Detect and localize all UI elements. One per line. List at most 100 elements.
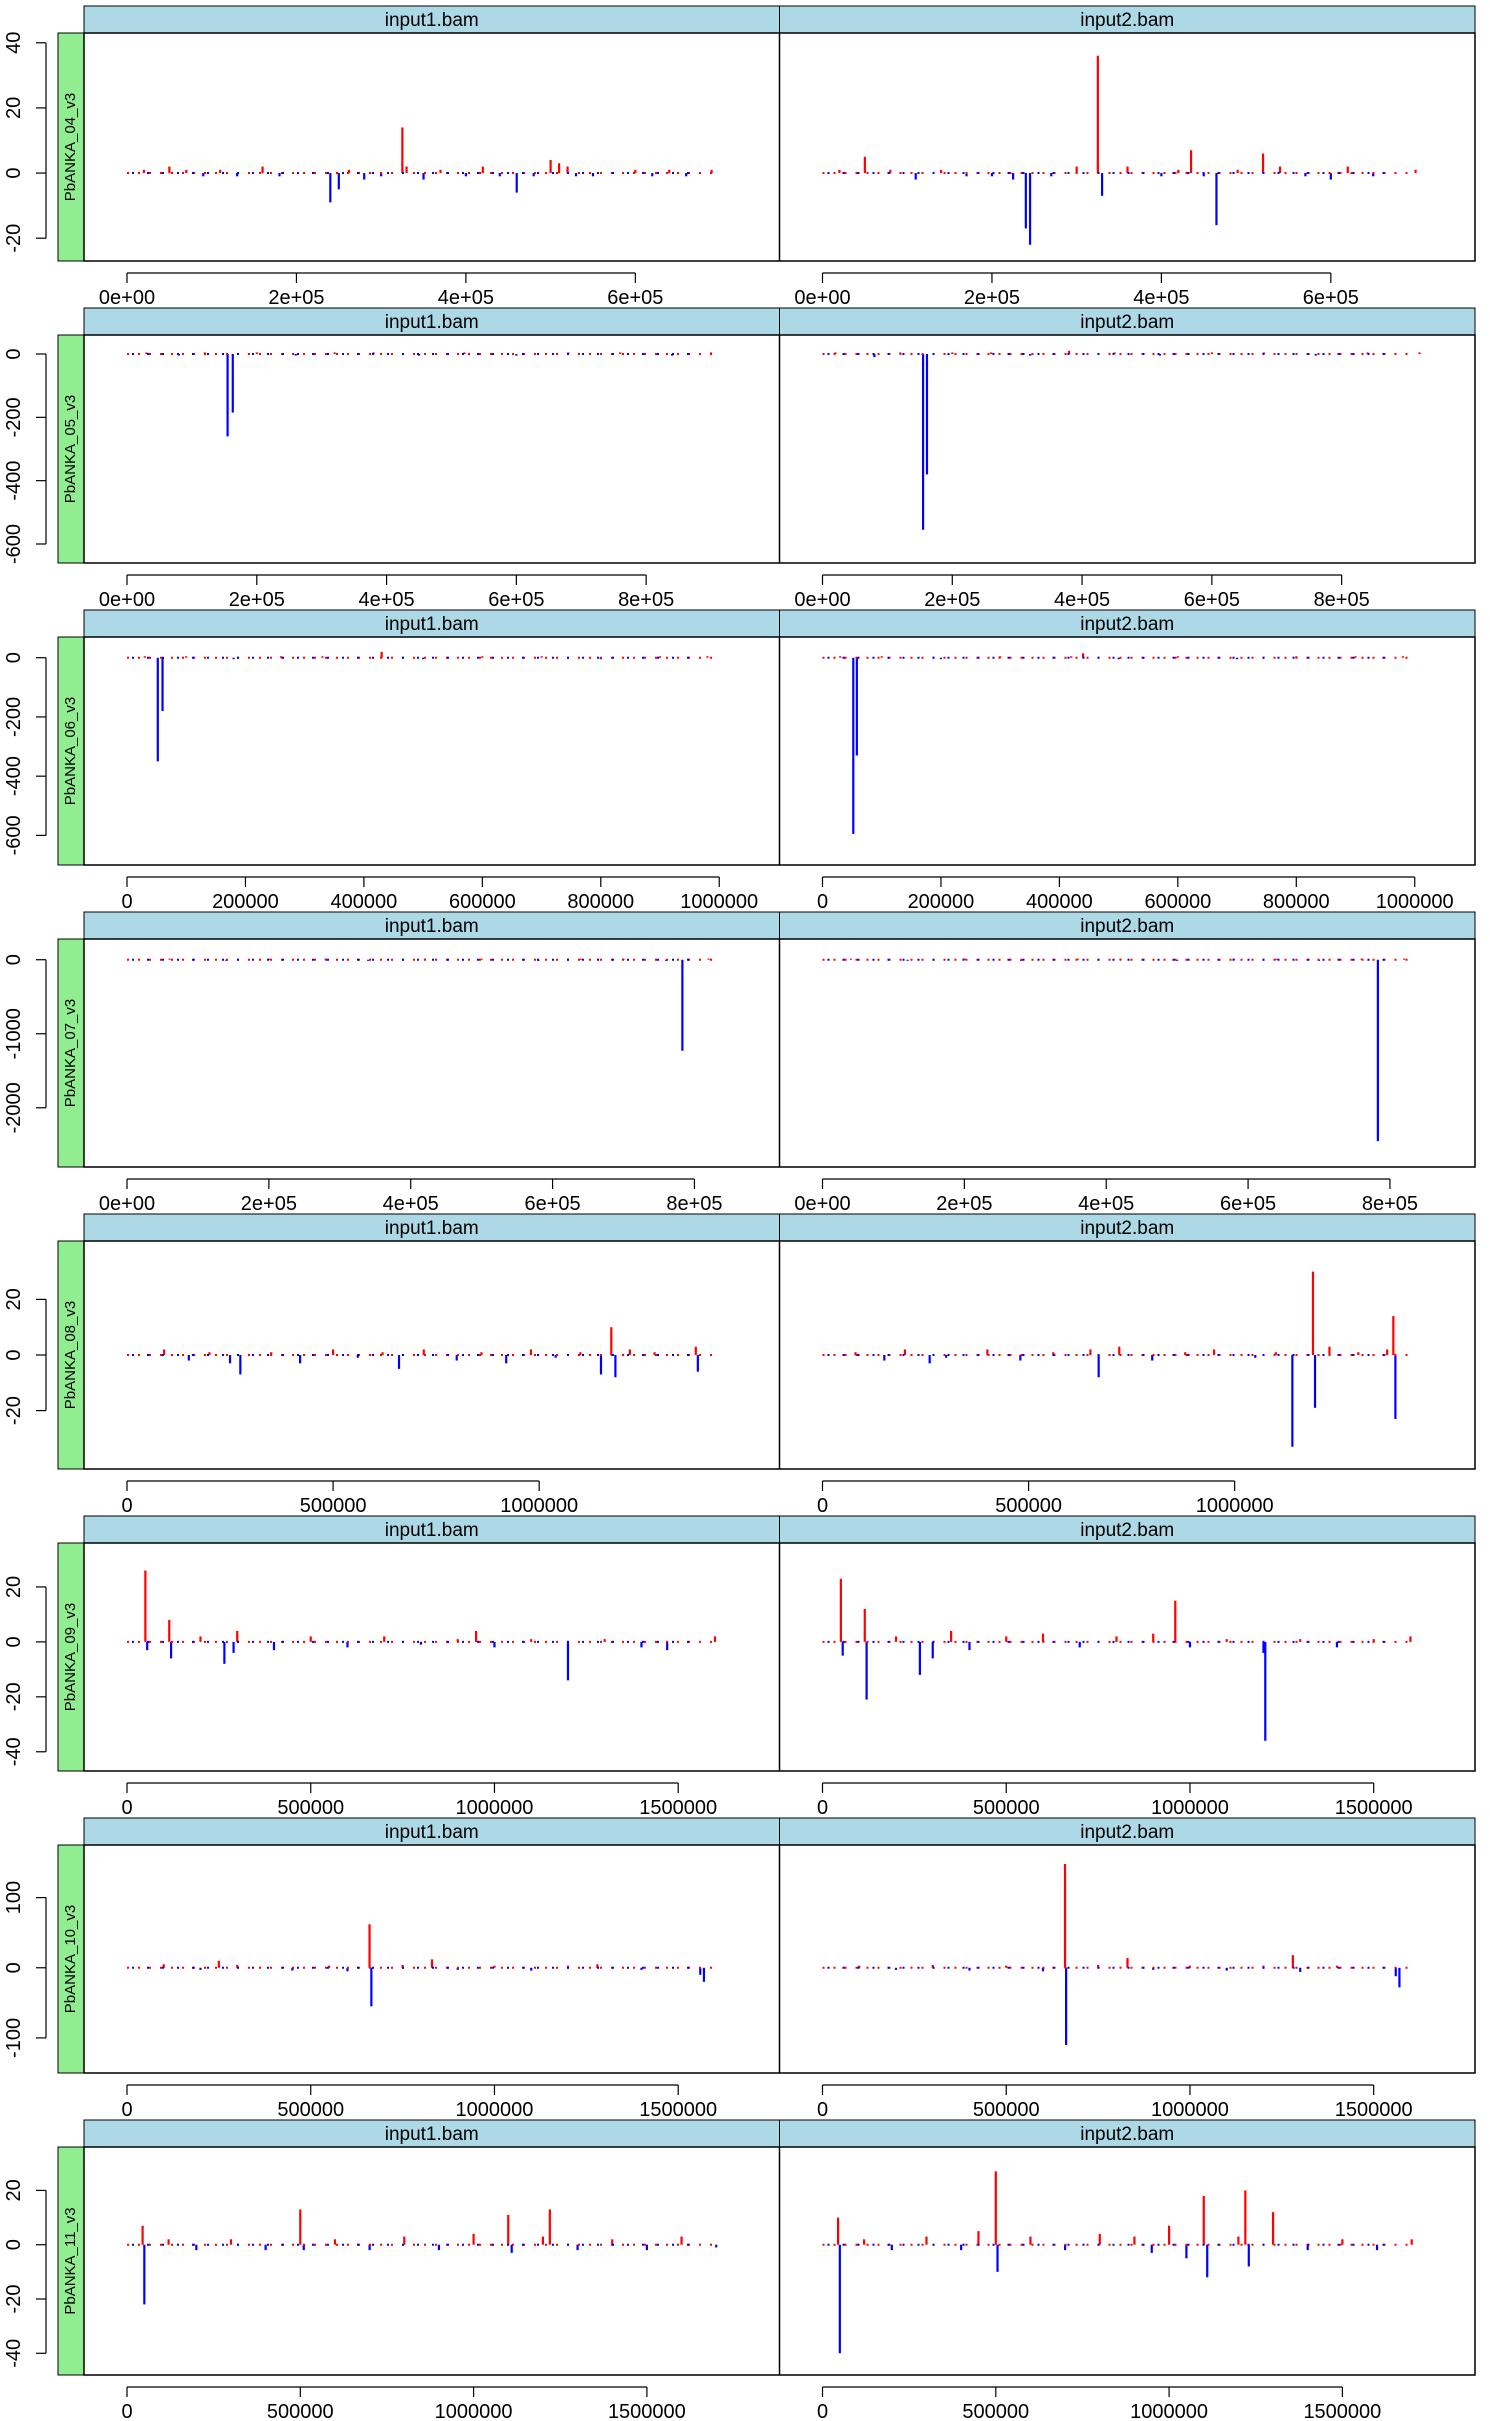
x-tick-label: 0e+00 <box>794 1193 850 1215</box>
series-bars <box>127 2209 719 2305</box>
x-tick-label: 500000 <box>973 1797 1040 1819</box>
x-tick-label: 6e+05 <box>524 1193 580 1215</box>
x-tick-label: 1000000 <box>456 2099 534 2121</box>
y-axis: -20 0 20 40 <box>3 32 47 253</box>
panel-strip <box>83 2119 780 2148</box>
x-tick-label: 200000 <box>212 891 279 913</box>
panel-strip-label: input1.bam <box>385 2124 479 2145</box>
panel-strip <box>83 5 780 34</box>
facet-row: PbANKA_06_v3 input1.bam input2.bam -600 -400… <box>3 609 1476 913</box>
series-bars <box>822 2171 1415 2354</box>
x-axis: 0 200000 400000 600000 800000 1000000 <box>121 876 758 913</box>
x-axis: 0 500000 1000000 1500000 <box>121 2084 717 2121</box>
facet-row: PbANKA_04_v3 input1.bam input2.bam -20 0 20 40… <box>3 5 1476 309</box>
x-tick-label: 6e+05 <box>1184 589 1240 611</box>
series-bars <box>127 127 719 203</box>
x-tick-label: 800000 <box>1263 891 1330 913</box>
row-strip-label: PbANKA_05_v3 <box>62 395 79 503</box>
facet-row: PbANKA_05_v3 input1.bam input2.bam -600 -400… <box>3 307 1476 611</box>
x-tick-label: 8e+05 <box>618 589 674 611</box>
x-tick-label: 200000 <box>908 891 975 913</box>
row-strip-label: PbANKA_11_v3 <box>62 2207 79 2314</box>
panel-strip-label: input1.bam <box>385 1822 479 1843</box>
x-tick-label: 6e+05 <box>607 287 663 309</box>
x-tick-label: 500000 <box>300 1495 367 1517</box>
y-tick-label: 40 <box>3 32 25 54</box>
y-tick-label: -20 <box>3 224 25 253</box>
x-tick-label: 2e+05 <box>241 1193 297 1215</box>
x-tick-label: 400000 <box>331 891 398 913</box>
series-bars <box>822 958 1415 1142</box>
x-tick-label: 2e+05 <box>924 589 980 611</box>
y-tick-label: -100 <box>3 2018 25 2058</box>
x-tick-label: 4e+05 <box>1054 589 1110 611</box>
y-tick-label: -400 <box>3 756 25 796</box>
x-axis: 0 500000 1000000 1500000 <box>121 1782 717 1819</box>
row-strip-label: PbANKA_06_v3 <box>62 697 79 805</box>
row-strip <box>57 334 85 564</box>
row-strip-label: PbANKA_09_v3 <box>62 1603 79 1711</box>
y-tick-label: -600 <box>3 524 25 564</box>
x-axis: 0 500000 1000000 <box>817 1480 1274 1517</box>
x-tick-label: 1000000 <box>1376 891 1454 913</box>
x-axis: 0 500000 1000000 <box>121 1480 578 1517</box>
x-tick-label: 800000 <box>567 891 634 913</box>
x-tick-label: 1500000 <box>639 2099 717 2121</box>
facet-row: PbANKA_11_v3 input1.bam input2.bam -40 -20 0 2… <box>3 2119 1476 2421</box>
series-bars <box>127 1327 719 1378</box>
x-tick-label: 500000 <box>962 2401 1029 2421</box>
x-tick-label: 0 <box>817 1797 828 1819</box>
x-axis: 0e+00 2e+05 4e+05 6e+05 <box>99 272 663 309</box>
panel-strip <box>83 911 780 940</box>
panel-strip-label: input2.bam <box>1080 1218 1174 1239</box>
x-axis: 0e+00 2e+05 4e+05 6e+05 8e+05 <box>99 574 674 611</box>
panel-strip <box>779 911 1476 940</box>
y-tick-label: 0 <box>3 167 25 178</box>
x-tick-label: 6e+05 <box>1303 287 1359 309</box>
panel-strip-label: input2.bam <box>1080 916 1174 937</box>
y-tick-label: -20 <box>3 2285 25 2314</box>
x-tick-label: 0e+00 <box>99 589 155 611</box>
x-tick-label: 0 <box>817 2401 828 2421</box>
row-strip-label: PbANKA_10_v3 <box>62 1905 79 2013</box>
row-strip-label: PbANKA_04_v3 <box>62 93 79 201</box>
row-strip <box>57 2146 85 2376</box>
y-tick-label: -20 <box>3 1396 25 1425</box>
panel-strip <box>779 5 1476 34</box>
x-tick-label: 0 <box>817 891 828 913</box>
series-bars <box>822 653 1415 834</box>
panel-strip <box>83 1817 780 1846</box>
x-tick-label: 1000000 <box>1151 1797 1229 1819</box>
panel-strip-label: input2.bam <box>1080 312 1174 333</box>
x-tick-label: 0 <box>817 1495 828 1517</box>
panel-strip-label: input1.bam <box>385 1520 479 1541</box>
x-tick-label: 1500000 <box>608 2401 686 2421</box>
y-tick-label: -200 <box>3 697 25 737</box>
x-axis: 0e+00 2e+05 4e+05 6e+05 8e+05 <box>794 1178 1418 1215</box>
x-tick-label: 600000 <box>449 891 516 913</box>
series-bars <box>127 1924 719 2007</box>
x-tick-label: 8e+05 <box>1314 589 1370 611</box>
x-tick-label: 400000 <box>1026 891 1093 913</box>
y-axis: -40 -20 0 20 <box>3 2179 47 2368</box>
x-axis: 0 200000 400000 600000 800000 1000000 <box>817 876 1454 913</box>
panel-strip-label: input2.bam <box>1080 1520 1174 1541</box>
x-tick-label: 2e+05 <box>964 287 1020 309</box>
series-bars <box>822 1863 1415 2045</box>
x-tick-label: 500000 <box>267 2401 334 2421</box>
facet-row: PbANKA_07_v3 input1.bam input2.bam -2000 -10… <box>3 911 1476 1215</box>
panel-strip-label: input2.bam <box>1080 2124 1174 2145</box>
y-tick-label: 100 <box>3 1881 25 1914</box>
panel-strip-label: input1.bam <box>385 10 479 31</box>
x-tick-label: 1500000 <box>1335 1797 1413 1819</box>
y-tick-label: -600 <box>3 815 25 855</box>
y-tick-label: -40 <box>3 1737 25 1766</box>
y-tick-label: -2000 <box>3 1082 25 1133</box>
x-tick-label: 500000 <box>277 2099 344 2121</box>
x-tick-label: 0e+00 <box>99 287 155 309</box>
x-tick-label: 6e+05 <box>488 589 544 611</box>
series-bars <box>822 55 1417 245</box>
facet-row: PbANKA_08_v3 input1.bam input2.bam -20 0 20 0 5… <box>3 1213 1476 1517</box>
y-tick-label: 0 <box>3 652 25 663</box>
